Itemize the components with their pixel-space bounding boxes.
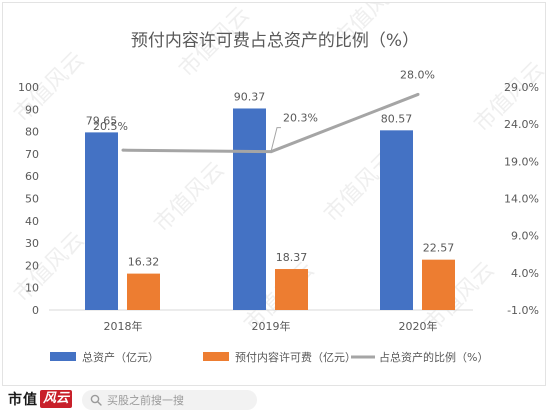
search-box[interactable]: 买股之前搜一搜 — [82, 390, 257, 410]
y-tick-label: 40 — [25, 215, 39, 228]
y-tick-label: 50 — [25, 193, 39, 206]
ratio-leader-line — [270, 127, 281, 152]
ratio-data-label: 20.3% — [283, 112, 318, 125]
bar-data-label: 79.65 — [86, 114, 118, 127]
y-tick-label: 70 — [25, 148, 39, 161]
y-tick-label: 30 — [25, 237, 39, 250]
brand-text: 市值 — [8, 392, 38, 408]
legend-label: 占总资产的比例（%） — [379, 350, 488, 364]
bar-prepaid-fee — [422, 259, 455, 310]
search-placeholder: 买股之前搜一搜 — [107, 394, 184, 407]
ratio-point — [121, 148, 125, 152]
y2-tick-label: 19.0% — [504, 155, 539, 168]
bar-data-label: 22.57 — [423, 242, 455, 255]
footer-bar: 市值 风云 买股之前搜一搜 — [0, 386, 550, 414]
bar-total-assets — [85, 132, 118, 310]
legend-swatch — [203, 352, 229, 361]
x-tick-label: 2020年 — [399, 319, 438, 333]
y-tick-label: 20 — [25, 259, 39, 272]
chart-frame: 市值风云市值风云市值风云市值风云市值风云市值风云市值风云市值风云市值风云预付内容… — [2, 2, 547, 386]
bar-data-label: 80.57 — [381, 112, 413, 125]
y-tick-label: 60 — [25, 170, 39, 183]
ratio-line — [122, 93, 419, 154]
bar-data-label: 16.32 — [128, 256, 160, 269]
watermark-text: 市值风云 — [150, 157, 230, 237]
ratio-point — [416, 92, 420, 96]
y2-tick-label: 14.0% — [504, 193, 539, 206]
ratio-data-label: 20.5% — [93, 120, 128, 133]
bar-prepaid-fee — [275, 269, 308, 310]
y-tick-label: 10 — [25, 282, 39, 295]
brand-logo[interactable]: 市值 风云 — [8, 389, 73, 409]
y-tick-label: 0 — [32, 304, 39, 317]
legend-swatch — [50, 352, 76, 361]
brand-mark: 风云 — [40, 390, 73, 408]
y2-tick-label: 9.0% — [511, 230, 539, 243]
bar-data-label: 90.37 — [234, 90, 266, 103]
y-tick-label: 90 — [25, 103, 39, 116]
chart-title: 预付内容许可费占总资产的比例（%） — [131, 31, 419, 51]
bar-total-assets — [380, 130, 413, 310]
ratio-data-label: 28.0% — [400, 68, 435, 81]
legend-label: 预付内容许可费（亿元） — [235, 350, 356, 364]
x-tick-label: 2018年 — [104, 319, 143, 333]
bar-total-assets — [233, 108, 266, 310]
bar-prepaid-fee — [127, 273, 160, 310]
x-tick-label: 2019年 — [252, 319, 291, 333]
legend-label: 总资产（亿元） — [82, 350, 159, 364]
y-tick-label: 80 — [25, 126, 39, 139]
y2-tick-label: 24.0% — [504, 118, 539, 131]
y2-tick-label: 29.0% — [504, 81, 539, 94]
search-icon — [90, 394, 102, 406]
watermark-text: 市值风云 — [10, 227, 90, 307]
y2-tick-label: 4.0% — [511, 267, 539, 280]
chart-svg: 市值风云市值风云市值风云市值风云市值风云市值风云市值风云市值风云市值风云预付内容… — [10, 3, 547, 364]
y2-tick-label: -1.0% — [507, 304, 539, 317]
bar-data-label: 18.37 — [276, 251, 308, 264]
y-tick-label: 100 — [18, 81, 39, 94]
